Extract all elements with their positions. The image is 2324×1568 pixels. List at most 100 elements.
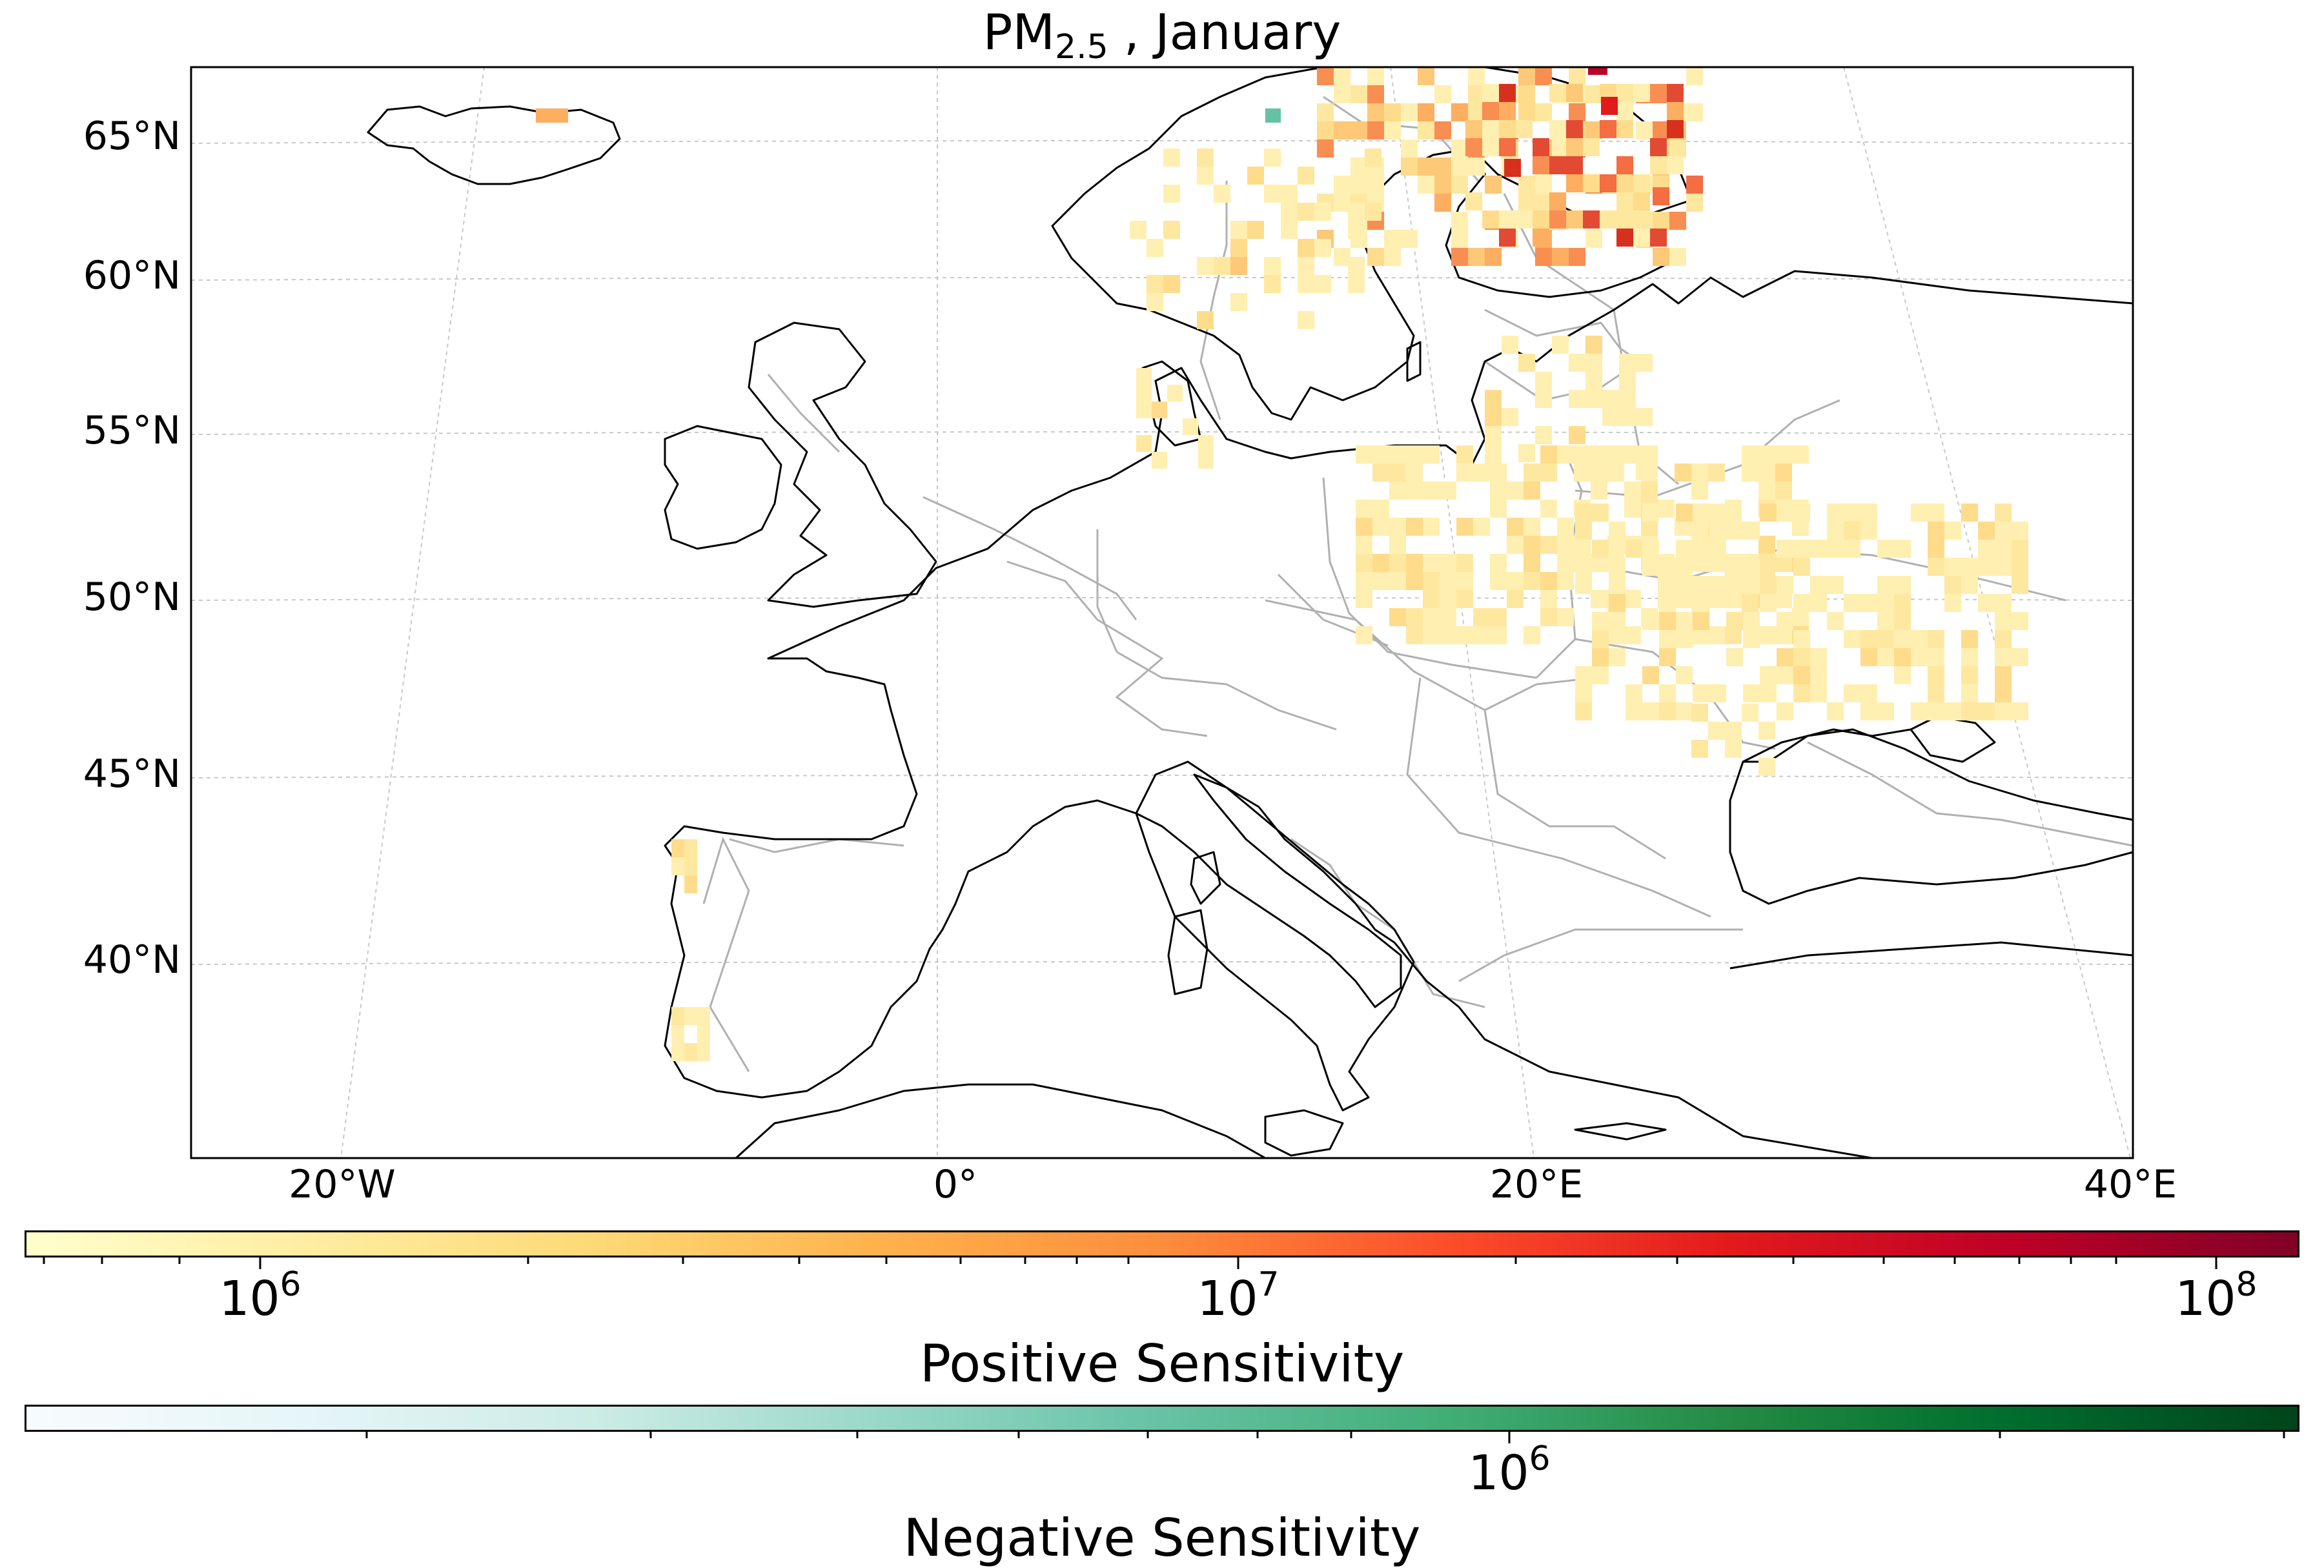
sensitivity-cell-438 [1844, 504, 1860, 522]
sensitivity-cell-282 [1641, 463, 1658, 482]
sensitivity-cell-414 [1423, 626, 1440, 644]
sensitivity-cell-38 [1351, 121, 1367, 139]
sensitivity-cell-559 [1575, 666, 1592, 684]
sensitivity-cell-568 [1928, 666, 1944, 684]
great-britain [748, 321, 937, 608]
sensitivity-cell-249 [1569, 426, 1585, 444]
sensitivity-cell-486 [1995, 558, 2012, 576]
sensitivity-cell-152 [1533, 156, 1549, 174]
sensitivity-cell-583 [1961, 684, 1978, 702]
sensitivity-cell-635 [1504, 159, 1521, 177]
sensitivity-cell-161 [1616, 174, 1633, 192]
sensitivity-cell-466 [1827, 540, 1844, 558]
sensitivity-cell-421 [1624, 626, 1641, 644]
sensitivity-cell-451 [1860, 522, 1877, 540]
sensitivity-cell-0 [1317, 67, 1334, 85]
sensitivity-cell-334 [1540, 536, 1557, 554]
sensitivity-cell-203 [1281, 221, 1298, 239]
sensitivity-cell-48 [1636, 121, 1653, 139]
sensitivity-cell-126 [1566, 84, 1583, 102]
sensitivity-cell-300 [1758, 482, 1775, 500]
sensitivity-cell-198 [1365, 203, 1381, 221]
sensitivity-cell-343 [1356, 554, 1372, 572]
sensitivity-cell-217 [1264, 275, 1281, 293]
sensitivity-cell-3 [1418, 67, 1434, 85]
sensitivity-cell-298 [1641, 482, 1658, 500]
sensitivity-cell-237 [1535, 390, 1552, 408]
sensitivity-cell-281 [1607, 463, 1624, 482]
sensitivity-cell-461 [1693, 540, 1709, 558]
sensitivity-cell-405 [1540, 608, 1557, 626]
sensitivity-cell-323 [1557, 518, 1574, 536]
sensitivity-cell-1 [1334, 67, 1351, 85]
sensitivity-cell-540 [1911, 630, 1928, 648]
sensitivity-cell-589 [1676, 702, 1693, 720]
sensitivity-cell-493 [1726, 576, 1743, 594]
sensitivity-cell-591 [1827, 702, 1844, 720]
sensitivity-cell-345 [1389, 554, 1406, 572]
sensitivity-cell-268 [1758, 445, 1775, 463]
sensitivity-cell-636 [1653, 187, 1669, 205]
sensitivity-cell-541 [1928, 630, 1944, 648]
sensitivity-cell-599 [1995, 702, 2012, 720]
sensitivity-cell-164 [1549, 192, 1566, 210]
sensitivity-cell-322 [1524, 518, 1540, 536]
sensitivity-cell-42 [1434, 121, 1451, 139]
lon-label-20e: 20°E [1489, 1162, 1584, 1207]
sensitivity-cell-184 [1264, 148, 1281, 167]
sensitivity-cell-346 [1406, 554, 1423, 572]
sensitivity-cell-432 [1693, 504, 1709, 522]
sicily [1264, 1109, 1344, 1157]
sensitivity-cell-230 [1585, 354, 1602, 372]
sensitivity-cell-143 [1616, 120, 1633, 138]
sensitivity-cell-351 [1524, 554, 1540, 572]
sensitivity-cell-288 [1775, 463, 1792, 482]
sensitivity-cell-206 [1230, 239, 1247, 257]
sensitivity-cell-586 [1626, 702, 1642, 720]
sensitivity-cell-241 [1619, 390, 1636, 408]
sensitivity-cell-150 [1583, 138, 1600, 156]
lon-label-0: 0° [933, 1162, 978, 1207]
sensitivity-cell-444 [1575, 522, 1592, 540]
sensitivity-cell-538 [1877, 630, 1894, 648]
negative-colorbar-ticks [365, 1432, 2285, 1443]
sensitivity-cell-386 [1507, 590, 1524, 608]
sensitivity-cell-561 [1642, 666, 1659, 684]
sensitivity-cell-574 [1693, 684, 1709, 702]
sensitivity-cell-368 [1406, 572, 1423, 590]
sensitivity-cell-172 [1566, 210, 1583, 229]
lat-label-50: 50°N [83, 575, 181, 620]
sensitivity-cell-319 [1456, 518, 1473, 536]
sensitivity-cell-619 [671, 839, 684, 857]
sensitivity-cell-488 [1575, 576, 1592, 594]
sensitivity-cell-122 [1669, 248, 1686, 266]
sensitivity-cell-310 [1725, 500, 1742, 518]
sensitivity-cell-497 [1810, 576, 1827, 594]
sensitivity-cell-563 [1760, 666, 1777, 684]
sensitivity-cell-607 [1725, 740, 1742, 758]
sensitivity-cell-102 [1669, 212, 1686, 230]
sensitivity-cell-565 [1793, 666, 1810, 684]
sensitivity-cell-555 [1928, 648, 1944, 666]
sensitivity-cell-107 [1451, 230, 1468, 248]
sensitivity-cell-285 [1708, 463, 1725, 482]
sensitivity-cell-620 [684, 839, 697, 857]
sensitivity-cell-622 [684, 857, 697, 875]
sensitivity-cell-57 [1552, 139, 1569, 158]
sensitivity-cell-624 [671, 1007, 684, 1025]
sensitivity-cell-507 [1760, 594, 1777, 612]
sensitivity-cell-163 [1465, 192, 1482, 210]
sensitivity-cell-567 [1894, 666, 1911, 684]
sensitivity-cell-228 [1518, 354, 1535, 372]
sensitivity-cell-477 [1659, 558, 1676, 576]
sensitivity-cell-482 [1928, 558, 1944, 576]
sensitivity-cell-64 [1418, 158, 1434, 176]
sensitivity-cell-28 [1451, 103, 1468, 121]
sensitivity-cell-51 [1317, 139, 1334, 158]
sensitivity-cell-276 [1490, 463, 1507, 482]
sensitivity-cell-553 [1894, 648, 1911, 666]
mainland-europe [664, 270, 2133, 1158]
sensitivity-cell-224 [1298, 311, 1314, 329]
sensitivity-cell-501 [1944, 576, 1961, 594]
